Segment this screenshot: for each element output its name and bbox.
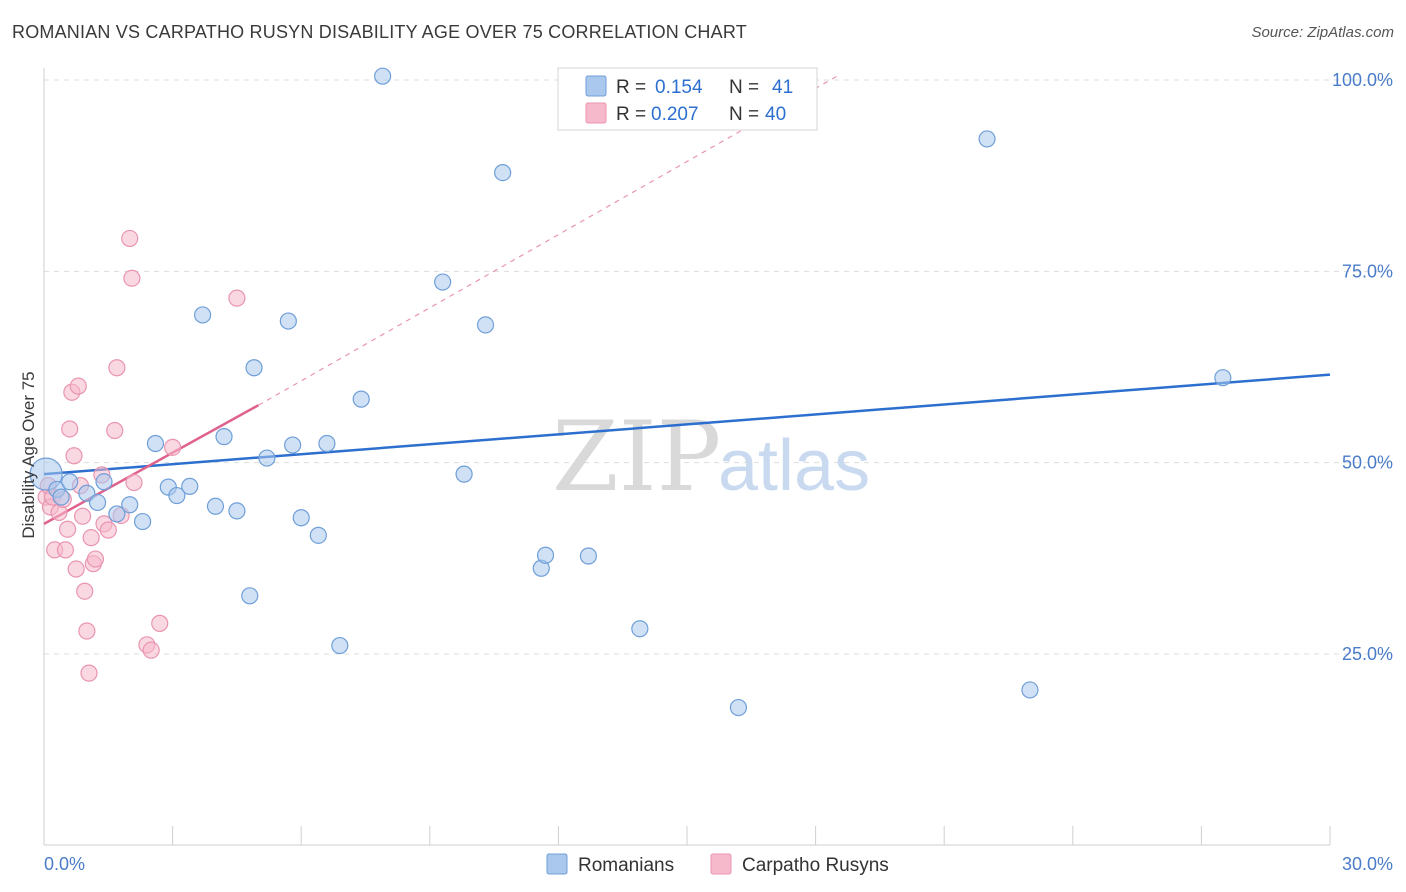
romanians-point bbox=[88, 493, 107, 512]
carpatho-rusyns-point bbox=[82, 529, 100, 547]
romanians-point bbox=[245, 359, 263, 377]
tick-labels: 25.0% 50.0% 75.0% 100.0% 0.0% 30.0% bbox=[44, 70, 1393, 874]
romanians-point bbox=[95, 473, 113, 491]
romanians-n-value: 41 bbox=[772, 77, 793, 98]
y-tick-label-100: 100.0% bbox=[1332, 70, 1393, 90]
carpatho-rusyns-trend-extension bbox=[258, 75, 838, 406]
romanians-point bbox=[331, 636, 349, 655]
romanians-point bbox=[631, 620, 649, 638]
romanians-n-label: N = bbox=[729, 77, 759, 98]
carpatho-rusyns-point bbox=[228, 289, 246, 307]
romanians-point bbox=[352, 390, 370, 408]
y-tick-label-25: 25.0% bbox=[1342, 644, 1393, 664]
romanians-point bbox=[52, 488, 70, 506]
romanians-point bbox=[215, 428, 233, 446]
romanians-point bbox=[1021, 681, 1039, 699]
romanians-point bbox=[309, 526, 327, 544]
carpatho-rusyns-point bbox=[123, 269, 141, 287]
romanians-point bbox=[279, 312, 297, 330]
legend-carpatho-rusyns-swatch bbox=[710, 853, 732, 875]
series-legend: Romanians Carpatho Rusyns bbox=[546, 853, 889, 876]
romanians-point bbox=[228, 502, 246, 520]
carpatho-rusyns-point bbox=[121, 229, 139, 248]
romanians-point bbox=[146, 434, 165, 453]
romanians-point bbox=[729, 698, 748, 717]
axes bbox=[43, 68, 1331, 846]
carpatho-rusyns-swatch bbox=[585, 102, 607, 124]
carpatho-rusyns-n-label: N = bbox=[729, 104, 759, 125]
romanians-r-value: 0.154 bbox=[655, 77, 703, 98]
romanians-point bbox=[494, 164, 512, 182]
carpatho-rusyns-points bbox=[37, 229, 246, 682]
romanians-point bbox=[194, 306, 212, 324]
romanians-r-label: R = bbox=[616, 77, 646, 98]
carpatho-rusyns-r-label: R = bbox=[616, 104, 646, 125]
legend-romanians-swatch bbox=[546, 853, 568, 875]
y-tick-label-75: 75.0% bbox=[1342, 261, 1393, 281]
romanians-point bbox=[579, 547, 598, 565]
chart-title: ROMANIAN VS CARPATHO RUSYN DISABILITY AG… bbox=[12, 22, 747, 42]
romanians-point bbox=[108, 505, 126, 523]
carpatho-rusyns-point bbox=[86, 550, 105, 568]
romanians-point bbox=[61, 473, 79, 491]
carpatho-rusyns-point bbox=[65, 447, 83, 465]
stats-legend: R = 0.154 N = 41 R = 0.207 N = 40 bbox=[557, 67, 818, 131]
romanians-point bbox=[292, 509, 310, 527]
romanians-point bbox=[318, 434, 336, 453]
carpatho-rusyns-point bbox=[78, 622, 96, 640]
romanians-point bbox=[168, 486, 186, 505]
carpatho-rusyns-point bbox=[151, 614, 169, 632]
romanians-point bbox=[206, 497, 225, 515]
carpatho-rusyns-point bbox=[106, 421, 124, 440]
y-axis-label: Disability Age Over 75 bbox=[19, 371, 38, 538]
carpatho-rusyns-point bbox=[108, 359, 126, 377]
carpatho-rusyns-point bbox=[164, 438, 182, 456]
carpatho-rusyns-point bbox=[125, 473, 143, 492]
carpatho-rusyns-point bbox=[99, 521, 117, 539]
romanians-point bbox=[374, 67, 392, 85]
carpatho-rusyns-n-value: 40 bbox=[765, 104, 786, 125]
watermark-atlas: atlas bbox=[718, 426, 870, 506]
romanians-swatch bbox=[585, 75, 607, 97]
romanians-point bbox=[978, 130, 996, 148]
carpatho-rusyns-r-value: 0.207 bbox=[651, 104, 699, 125]
romanians-point bbox=[258, 449, 276, 467]
carpatho-rusyns-point bbox=[142, 641, 160, 659]
carpatho-rusyns-point bbox=[80, 664, 98, 682]
romanians-point bbox=[455, 465, 473, 483]
carpatho-rusyns-point bbox=[69, 377, 87, 395]
romanians-point bbox=[476, 316, 495, 334]
romanians-point bbox=[434, 273, 452, 291]
x-tick-label-max: 30.0% bbox=[1342, 854, 1393, 874]
x-tick-label-min: 0.0% bbox=[44, 854, 85, 874]
carpatho-rusyns-point bbox=[56, 541, 75, 559]
carpatho-rusyns-point bbox=[61, 420, 79, 438]
y-tick-label-50: 50.0% bbox=[1342, 453, 1393, 473]
romanians-point bbox=[1214, 369, 1232, 387]
romanians-point bbox=[284, 436, 302, 454]
source-label: Source: ZipAtlas.com bbox=[1251, 24, 1394, 41]
romanians-point bbox=[181, 477, 199, 495]
carpatho-rusyns-point bbox=[73, 507, 92, 525]
carpatho-rusyns-point bbox=[76, 582, 94, 600]
legend-romanians-label: Romanians bbox=[578, 855, 674, 876]
carpatho-rusyns-point bbox=[58, 520, 77, 538]
carpatho-rusyns-trend-line bbox=[43, 404, 259, 525]
romanians-point bbox=[133, 512, 152, 531]
romanians-point bbox=[241, 587, 259, 605]
romanians-point bbox=[121, 496, 139, 514]
carpatho-rusyns-point bbox=[67, 560, 85, 578]
legend-carpatho-rusyns-label: Carpatho Rusyns bbox=[742, 855, 889, 876]
watermark-zip: ZIP bbox=[552, 401, 721, 513]
romanians-points bbox=[29, 67, 1232, 717]
romanians-point bbox=[536, 546, 555, 564]
